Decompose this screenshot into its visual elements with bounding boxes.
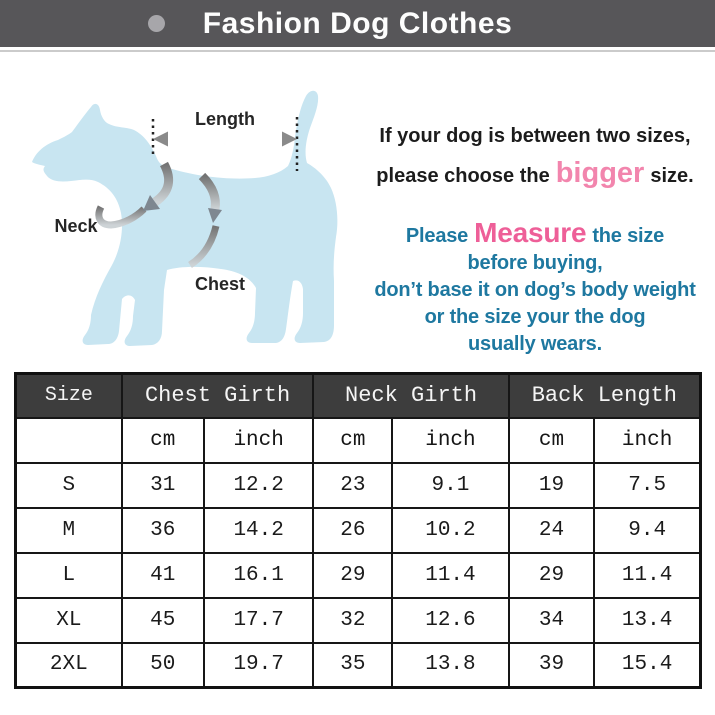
note1-highlight-bigger: bigger (555, 157, 645, 189)
table-cell: 19.7 (202, 641, 315, 689)
chest-arrow (188, 172, 222, 268)
note1-line1: If your dog is between two sizes, (379, 125, 691, 147)
table-cell: 35 (312, 641, 394, 689)
neck-strap (95, 205, 147, 229)
note2-line2: before buying, (467, 252, 603, 274)
table-cell: 11.4 (593, 551, 702, 599)
chest-label: Chest (195, 274, 245, 294)
note2-line1-prefix: Please (405, 225, 469, 247)
unit-cell: inch (391, 416, 510, 464)
title-bar: Fashion Dog Clothes (0, 0, 715, 47)
table-row-2xl: 2XL 50 19.7 35 13.8 39 15.4 (14, 641, 702, 689)
table-group-header-row: Size Chest Girth Neck Girth Back Length (14, 372, 702, 419)
table-cell: 13.4 (593, 596, 702, 644)
note2-line3: don’t base it on dog’s body weight (374, 279, 696, 301)
table-cell: 39 (507, 641, 596, 689)
table-cell: 31 (120, 461, 205, 509)
unit-cell: inch (202, 416, 315, 464)
page-title: Fashion Dog Clothes (202, 6, 513, 40)
column-header-size: Size (14, 372, 123, 419)
table-cell: 19 (507, 461, 596, 509)
notes-column: If your dog is between two sizes, please… (356, 0, 714, 360)
dog-silhouette (32, 90, 338, 346)
length-label: Length (195, 109, 255, 129)
table-cell: 41 (120, 551, 205, 599)
table-cell: 12.6 (391, 596, 510, 644)
table-cell: 26 (312, 506, 394, 554)
unit-cell: cm (120, 416, 205, 464)
table-cell: 2XL (14, 641, 123, 689)
unit-cell: cm (507, 416, 596, 464)
table-cell: 17.7 (202, 596, 315, 644)
table-cell: 7.5 (593, 461, 702, 509)
table-units-row: cm inch cm inch cm inch (14, 416, 702, 464)
length-arrow (151, 117, 299, 171)
unit-cell (14, 416, 123, 464)
header-divider (0, 50, 715, 52)
note2-line5: usually wears. (468, 333, 602, 355)
table-row-l: L 41 16.1 29 11.4 29 11.4 (14, 551, 702, 599)
note-between-sizes: If your dog is between two sizes, please… (356, 118, 714, 195)
chest-strap (188, 225, 220, 268)
table-cell: 12.2 (202, 461, 315, 509)
table-cell: 34 (507, 596, 596, 644)
table-cell: 32 (312, 596, 394, 644)
table-cell: 15.4 (593, 641, 702, 689)
note2-highlight-measure: Measure (474, 217, 587, 248)
table-row-m: M 36 14.2 26 10.2 24 9.4 (14, 506, 702, 554)
table-cell: 13.8 (391, 641, 510, 689)
size-chart-table: Size Chest Girth Neck Girth Back Length … (14, 372, 702, 689)
table-cell: 9.4 (593, 506, 702, 554)
table-cell: 24 (507, 506, 596, 554)
table-cell: 10.2 (391, 506, 510, 554)
table-cell: 23 (312, 461, 394, 509)
table-cell: XL (14, 596, 123, 644)
note1-line2-suffix: size. (650, 165, 694, 187)
table-cell: 29 (312, 551, 394, 599)
column-header-chest-girth: Chest Girth (120, 372, 315, 419)
table-cell: 29 (507, 551, 596, 599)
table-row-s: S 31 12.2 23 9.1 19 7.5 (14, 461, 702, 509)
note2-line4: or the size your the dog (424, 306, 646, 328)
column-header-neck-girth: Neck Girth (312, 372, 510, 419)
table-cell: 9.1 (391, 461, 510, 509)
table-cell: L (14, 551, 123, 599)
dog-measurement-diagram: Length Neck Chest (32, 90, 338, 346)
neck-arrow (95, 161, 174, 229)
table-cell: 36 (120, 506, 205, 554)
bullet-dot-icon (148, 15, 165, 32)
table-row-xl: XL 45 17.7 32 12.6 34 13.4 (14, 596, 702, 644)
table-cell: 16.1 (202, 551, 315, 599)
table-cell: 11.4 (391, 551, 510, 599)
note1-line2-prefix: please choose the (376, 165, 550, 187)
table-cell: M (14, 506, 123, 554)
table-cell: 50 (120, 641, 205, 689)
neck-label: Neck (54, 216, 98, 236)
note2-line1-suffix: the size (592, 225, 665, 247)
unit-cell: inch (593, 416, 702, 464)
unit-cell: cm (312, 416, 394, 464)
table-cell: 45 (120, 596, 205, 644)
table-cell: 14.2 (202, 506, 315, 554)
note-measure-first: Please Measure the size before buying, don… (356, 219, 714, 358)
column-header-back-length: Back Length (507, 372, 702, 419)
table-cell: S (14, 461, 123, 509)
